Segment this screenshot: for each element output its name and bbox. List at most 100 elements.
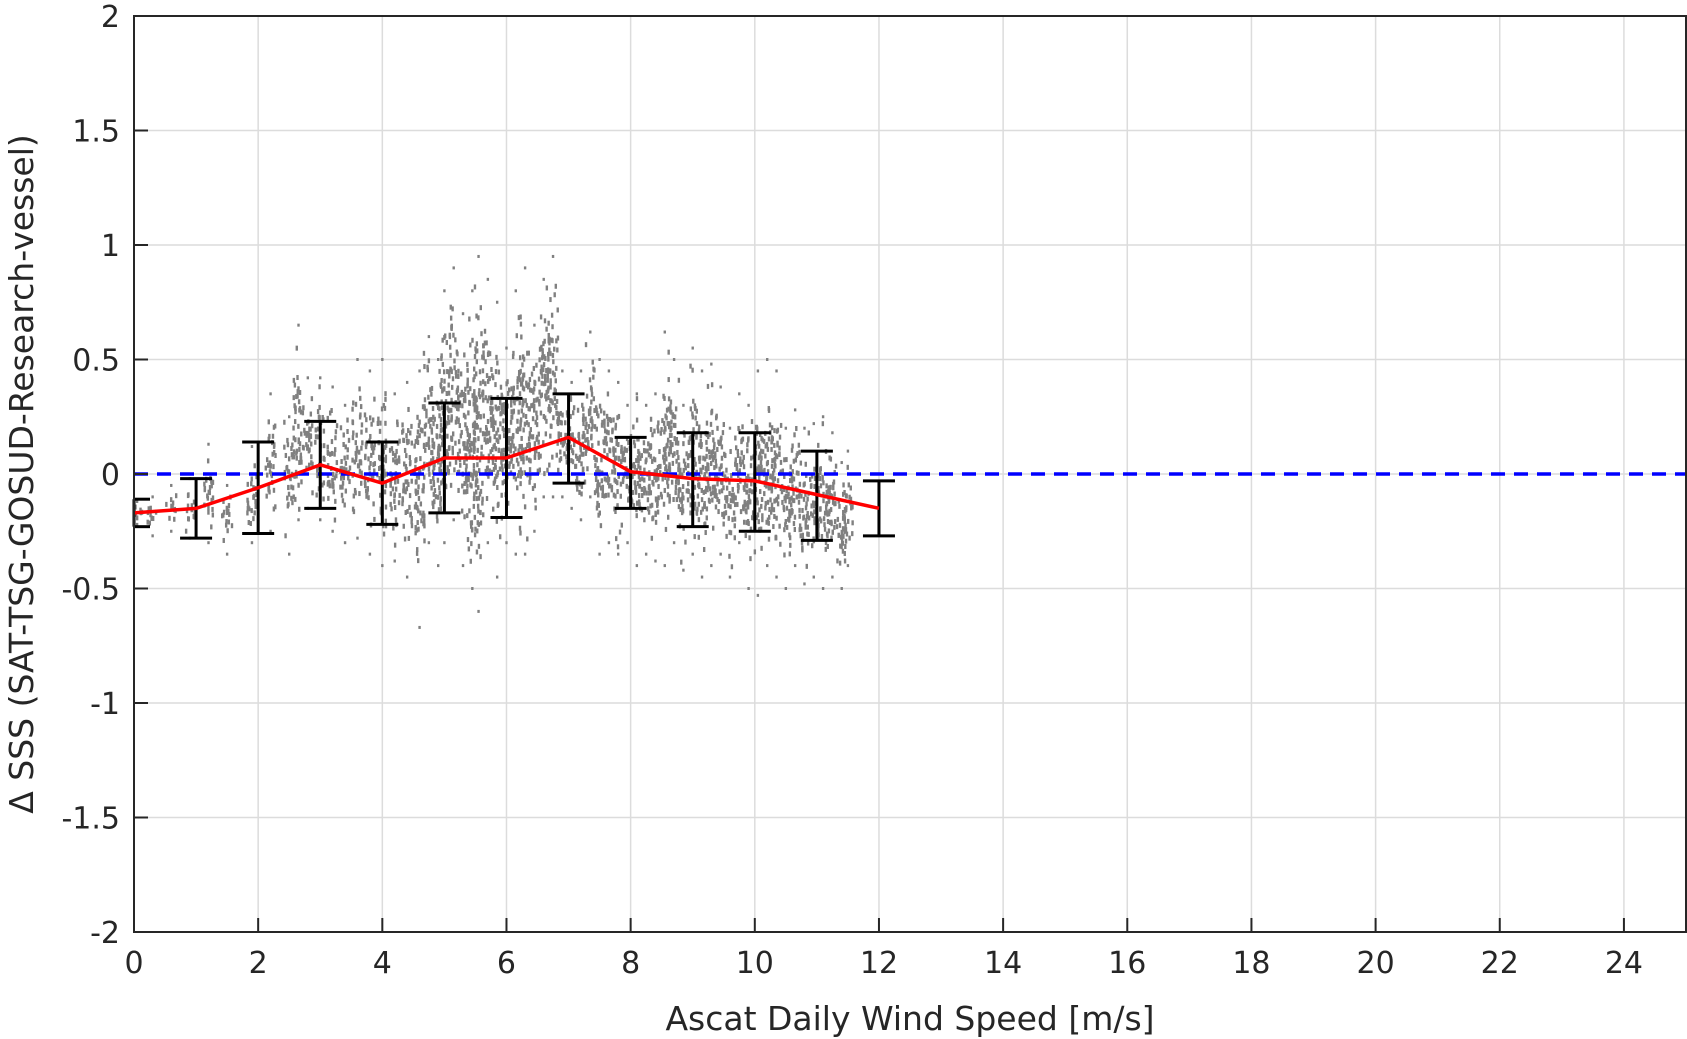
scatter-point [665, 456, 668, 462]
scatter-point [404, 510, 407, 516]
scatter-point [437, 445, 440, 451]
scatter-point [666, 483, 670, 489]
scatter-point [693, 484, 697, 490]
scatter-point [848, 494, 851, 500]
scatter-point [511, 439, 514, 445]
scatter-point [468, 442, 472, 448]
scatter-point [660, 494, 663, 500]
scatter-point [819, 518, 823, 524]
scatter-point [630, 499, 634, 505]
scatter-point [846, 449, 850, 453]
scatter-point [711, 525, 715, 531]
scatter-point [649, 426, 653, 432]
scatter-point [850, 504, 854, 510]
scatter-point [672, 497, 675, 503]
scatter-point [426, 367, 429, 373]
scatter-point [682, 568, 685, 572]
scatter-point [429, 479, 432, 485]
scatter-point [770, 484, 774, 490]
scatter-point [617, 552, 620, 556]
scatter-point [342, 432, 345, 438]
scatter-point [326, 450, 330, 456]
scatter-point [483, 437, 486, 443]
scatter-point [685, 451, 688, 457]
scatter-point [555, 365, 558, 371]
scatter-point [490, 367, 493, 373]
scatter-point [394, 517, 398, 523]
scatter-point [730, 473, 733, 479]
scatter-point [381, 358, 384, 361]
scatter-point [542, 341, 545, 347]
scatter-point [829, 507, 833, 513]
scatter-point [719, 552, 722, 556]
scatter-point [454, 440, 457, 446]
scatter-point [405, 466, 408, 472]
scatter-point [784, 522, 787, 528]
scatter-point [383, 405, 387, 411]
scatter-point [499, 384, 503, 390]
scatter-point [619, 481, 623, 487]
scatter-point [687, 463, 690, 469]
scatter-point [302, 445, 305, 451]
scatter-point [667, 451, 671, 457]
scatter-point [846, 464, 849, 470]
scatter-point [818, 476, 822, 482]
scatter-point [648, 487, 651, 493]
scatter-point [631, 473, 634, 479]
scatter-point [662, 420, 666, 426]
scatter-point [331, 481, 335, 487]
scatter-point [535, 415, 539, 421]
scatter-point [307, 448, 311, 454]
scatter-point [801, 507, 804, 513]
scatter-point [806, 531, 809, 537]
scatter-point [430, 391, 433, 397]
scatter-point [677, 463, 680, 469]
scatter-point [750, 481, 753, 487]
scatter-point [559, 456, 563, 462]
scatter-point [287, 456, 291, 462]
scatter-point [492, 426, 495, 432]
scatter-point [316, 409, 320, 415]
scatter-point [415, 504, 418, 510]
scatter-point [398, 438, 401, 444]
scatter-point [756, 369, 760, 373]
scatter-point [482, 431, 485, 437]
scatter-point [695, 421, 699, 427]
scatter-point [485, 340, 488, 346]
scatter-point [580, 483, 584, 489]
scatter-point [423, 364, 426, 370]
scatter-point [246, 510, 249, 516]
scatter-point [357, 449, 361, 455]
scatter-point [272, 506, 276, 512]
scatter-point [477, 315, 480, 321]
scatter-point [613, 477, 616, 483]
scatter-point [372, 462, 375, 468]
scatter-point [463, 352, 466, 358]
scatter-point [466, 537, 470, 543]
scatter-point [599, 485, 603, 491]
scatter-point [472, 421, 476, 427]
scatter-point [681, 504, 684, 510]
scatter-point [560, 420, 563, 426]
scatter-point [451, 376, 455, 382]
scatter-point [227, 503, 231, 509]
scatter-point [729, 530, 733, 536]
scatter-point [541, 351, 544, 357]
scatter-point [553, 372, 556, 378]
scatter-point [797, 493, 801, 499]
scatter-point [633, 443, 637, 449]
scatter-point [821, 415, 825, 419]
scatter-point [432, 441, 436, 447]
scatter-point [446, 468, 449, 474]
scatter-point [665, 415, 668, 421]
scatter-point [511, 409, 515, 415]
scatter-point [706, 462, 709, 468]
scatter-point [571, 410, 575, 416]
scatter-point [287, 501, 290, 507]
scatter-point [680, 510, 684, 516]
scatter-point [598, 358, 601, 361]
scatter-point [761, 513, 764, 519]
scatter-point [480, 444, 483, 450]
x-tick-label: 10 [736, 946, 774, 981]
